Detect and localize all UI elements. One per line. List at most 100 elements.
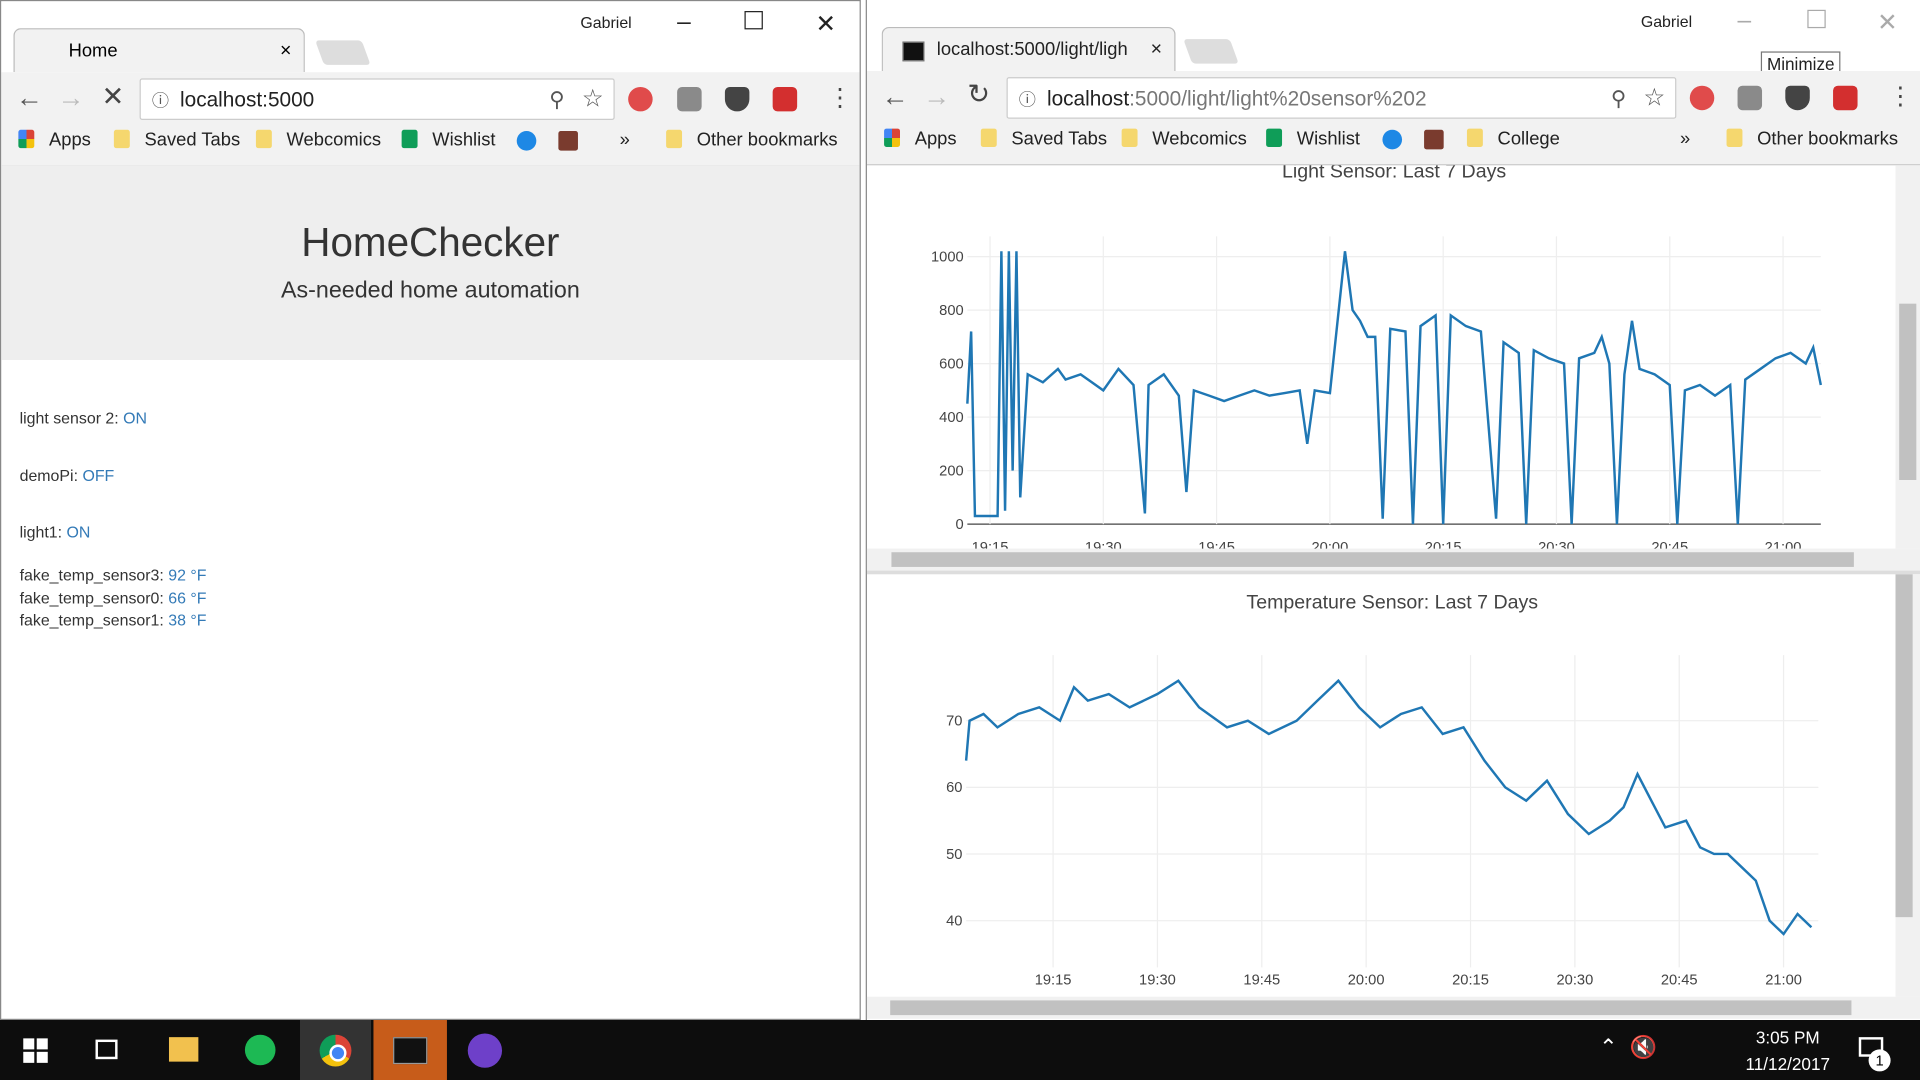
- clock-time[interactable]: 3:05 PM: [1755, 1027, 1820, 1047]
- bookmark-icon: [516, 131, 537, 151]
- tray-icons[interactable]: ⌃ 🔇: [1599, 1034, 1658, 1060]
- forward-button[interactable]: →: [923, 80, 951, 112]
- bookmark[interactable]: Apps: [884, 128, 957, 149]
- notification-count: 1: [1868, 1049, 1891, 1072]
- bookmark-label: Other bookmarks: [696, 129, 838, 151]
- y-tick-label: 600: [939, 356, 964, 372]
- bookmark-label: Apps: [48, 129, 91, 151]
- data-line: [964, 678, 1813, 936]
- title-bar: Home × Gabriel – ✕: [1, 1, 860, 73]
- folder-icon: [666, 129, 683, 149]
- scroll-thumb[interactable]: [891, 552, 1854, 567]
- device-name: light sensor 2:: [19, 408, 119, 428]
- chart-title: Temperature Sensor: Last 7 Days: [1246, 592, 1538, 614]
- forward-button[interactable]: →: [57, 82, 85, 113]
- x-tick-label: 20:30: [1538, 540, 1575, 556]
- maximize[interactable]: [744, 11, 763, 30]
- minimize[interactable]: –: [677, 8, 691, 36]
- github-desktop[interactable]: [467, 1033, 503, 1068]
- bookmark[interactable]: Saved Tabs: [980, 128, 1107, 149]
- sensor-name: fake_temp_sensor3:: [19, 565, 164, 585]
- address-bar[interactable]: ⓘ localhost:5000 ⚲ ☆: [139, 78, 615, 120]
- bookmarks-overflow[interactable]: »: [1680, 128, 1691, 150]
- profile-name[interactable]: Gabriel: [1640, 12, 1693, 31]
- scroll-thumb[interactable]: [890, 1000, 1852, 1016]
- x-tick-label: 19:15: [972, 540, 1009, 556]
- start-button[interactable]: [23, 1038, 48, 1063]
- extension-icon[interactable]: [1689, 85, 1715, 111]
- other-bookmarks[interactable]: Other bookmarks: [666, 129, 838, 151]
- close[interactable]: ✕: [815, 11, 837, 38]
- extension-icon[interactable]: [1737, 85, 1763, 111]
- sensor-row: fake_temp_sensor3: 92 °F: [20, 566, 207, 584]
- y-tick-label: 800: [939, 303, 964, 319]
- device-row: light1: ON: [20, 523, 91, 541]
- y-tick-label: 40: [946, 914, 962, 930]
- x-tick-label: 21:00: [1765, 540, 1802, 556]
- maximize[interactable]: [1807, 9, 1826, 29]
- close[interactable]: ✕: [1877, 9, 1898, 37]
- back-button[interactable]: ←: [881, 80, 909, 112]
- minimize[interactable]: –: [1737, 7, 1752, 35]
- scroll-thumb[interactable]: [1895, 574, 1913, 918]
- y-tick-label: 200: [939, 463, 964, 479]
- data-line: [966, 251, 1823, 525]
- frame-divider: [866, 570, 1920, 575]
- chrome-taskbar[interactable]: [300, 1020, 372, 1080]
- tab-close[interactable]: ×: [1150, 39, 1163, 60]
- x-tick-label: 19:30: [1139, 972, 1176, 988]
- bookmark[interactable]: Webcomics: [1121, 128, 1247, 150]
- file-explorer[interactable]: [168, 1037, 199, 1062]
- bookmark[interactable]: Saved Tabs: [113, 129, 240, 151]
- y-tick-label: 400: [939, 410, 964, 426]
- tab[interactable]: localhost:5000/light/ligh ×: [881, 26, 1176, 72]
- bookmark[interactable]: Webcomics: [255, 129, 381, 151]
- profile-name[interactable]: Gabriel: [580, 13, 632, 32]
- scroll-thumb[interactable]: [1899, 303, 1917, 480]
- tab[interactable]: Home ×: [13, 28, 305, 73]
- bookmark-icon: [980, 128, 997, 147]
- bookmark-icon: [1382, 129, 1403, 150]
- bookmarks-overflow[interactable]: »: [619, 129, 630, 151]
- device-row: light sensor 2: ON: [20, 409, 147, 427]
- task-view[interactable]: [95, 1039, 118, 1060]
- bookmark[interactable]: College: [1466, 128, 1560, 149]
- address-bar[interactable]: ⓘ localhost:5000/light/light%20sensor%202…: [1006, 77, 1677, 119]
- bookmark[interactable]: Apps: [18, 129, 91, 151]
- stop-button[interactable]: ✕: [101, 80, 125, 112]
- clock-date[interactable]: 11/12/2017: [1745, 1054, 1831, 1074]
- back-button[interactable]: ←: [15, 82, 43, 113]
- menu-button[interactable]: ⋮: [1888, 83, 1913, 111]
- tab-title: Home: [68, 40, 118, 62]
- pocket-icon[interactable]: [724, 86, 750, 112]
- light-chart: Light Sensor: Last 7 Days 0 200 400 600 800 10…: [931, 165, 1823, 556]
- reload-button[interactable]: ↻: [967, 78, 990, 109]
- x-tick-label: 19:45: [1198, 540, 1235, 556]
- pocket-icon[interactable]: [1785, 85, 1810, 111]
- menu-button[interactable]: ⋮: [827, 84, 853, 112]
- device-name: demoPi:: [19, 466, 79, 485]
- bookmark[interactable]: Wishlist: [401, 129, 496, 151]
- extension-icon[interactable]: [677, 86, 702, 112]
- taskbar: ⌃ 🔇 3:05 PM 11/12/2017 1: [0, 1020, 1920, 1080]
- chart-frames: Light Sensor: Last 7 Days 0 200 400 600 800 10…: [866, 165, 1920, 1019]
- page-subtitle: As-needed home automation: [281, 277, 580, 304]
- lastpass-icon[interactable]: [772, 86, 798, 112]
- tab-close[interactable]: ×: [279, 40, 292, 62]
- lastpass-icon[interactable]: [1833, 85, 1858, 111]
- terminal-taskbar[interactable]: [373, 1020, 447, 1080]
- extension-icon[interactable]: [628, 86, 653, 112]
- toolbar: ← → ↻ ⓘ localhost:5000/light/light%20sens…: [866, 71, 1920, 166]
- bookmark-label: Wishlist: [432, 129, 496, 151]
- url: localhost:5000: [180, 88, 315, 112]
- bookmark-icon: [18, 129, 35, 149]
- bookmark-label: Webcomics: [1152, 128, 1247, 150]
- bookmark-label: Other bookmarks: [1757, 128, 1899, 150]
- spotify[interactable]: [244, 1034, 276, 1066]
- other-bookmarks[interactable]: Other bookmarks: [1726, 128, 1899, 150]
- bookmark[interactable]: Wishlist: [1266, 128, 1360, 149]
- sensor-name: fake_temp_sensor0:: [19, 588, 164, 607]
- device-state: ON: [66, 522, 91, 542]
